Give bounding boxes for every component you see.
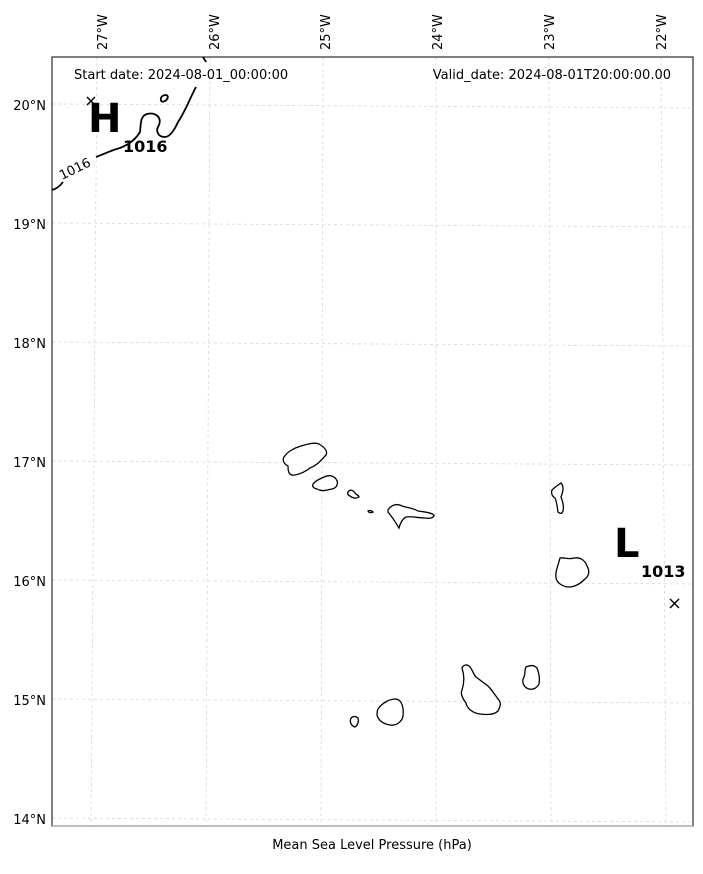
longitude-axis: 27°W 26°W 25°W 24°W 23°W 22°W <box>96 14 670 50</box>
graticule <box>51 56 694 827</box>
island-sao-vicente <box>311 475 339 492</box>
meridian-22w <box>660 56 667 827</box>
parallel-19n <box>51 222 694 228</box>
latitude-axis: 20°N 19°N 18°N 17°N 16°N 15°N 14°N <box>13 99 46 828</box>
meridian-27w <box>90 56 98 827</box>
high-pressure-center: H 1016 <box>86 96 168 156</box>
isobar-small-ring <box>159 94 169 103</box>
start-date-label: Start date: 2024-08-01_00:00:00 <box>74 68 288 83</box>
lon-tick-label: 24°W <box>431 14 446 50</box>
parallel-20n <box>51 103 694 109</box>
island-santo-antao <box>282 442 328 476</box>
island-boa-vista <box>555 557 590 588</box>
island-santa-luzia <box>346 489 360 499</box>
island-maio <box>522 664 541 690</box>
isobar-line <box>51 86 197 191</box>
lat-tick-label: 16°N <box>13 575 46 590</box>
lat-tick-label: 14°N <box>13 813 46 828</box>
parallel-14n <box>51 817 694 823</box>
lat-tick-label: 19°N <box>13 218 46 233</box>
low-center-marker <box>669 598 680 609</box>
lon-tick-label: 25°W <box>319 14 334 50</box>
meridian-23w <box>548 56 552 827</box>
lat-tick-label: 15°N <box>13 694 46 709</box>
low-pressure-letter: L <box>614 521 640 567</box>
lon-tick-label: 26°W <box>208 14 223 50</box>
parallel-17n <box>51 460 694 466</box>
lat-tick-label: 18°N <box>13 337 46 352</box>
meridian-26w <box>205 56 211 827</box>
valid-date-label: Valid_date: 2024-08-01T20:00:00.00 <box>433 68 671 83</box>
map-frame <box>51 56 694 827</box>
island-santiago <box>460 664 501 716</box>
meridian-25w <box>320 56 324 827</box>
lon-tick-label: 22°W <box>655 14 670 50</box>
parallel-18n <box>51 341 694 347</box>
island-brava <box>349 715 360 728</box>
island-sao-nicolau <box>387 503 435 530</box>
isobar-fragment-top <box>202 56 207 63</box>
island-raso <box>367 509 375 514</box>
island-sal <box>550 482 565 515</box>
low-pressure-value: 1013 <box>641 562 686 581</box>
isobar-label: 1016 <box>57 156 93 184</box>
lon-tick-label: 27°W <box>96 14 111 50</box>
lon-tick-label: 23°W <box>543 14 558 50</box>
map-caption: Mean Sea Level Pressure (hPa) <box>272 838 472 853</box>
low-pressure-center: L 1013 <box>614 521 686 609</box>
parallel-16n <box>51 579 694 585</box>
cape-verde-islands <box>282 442 590 728</box>
parallel-15n <box>51 698 694 704</box>
lat-tick-label: 20°N <box>13 99 46 114</box>
island-fogo <box>376 698 404 726</box>
high-pressure-letter: H <box>88 96 121 142</box>
high-pressure-value: 1016 <box>123 137 168 156</box>
high-center-marker <box>86 96 96 106</box>
lat-tick-label: 17°N <box>13 456 46 471</box>
